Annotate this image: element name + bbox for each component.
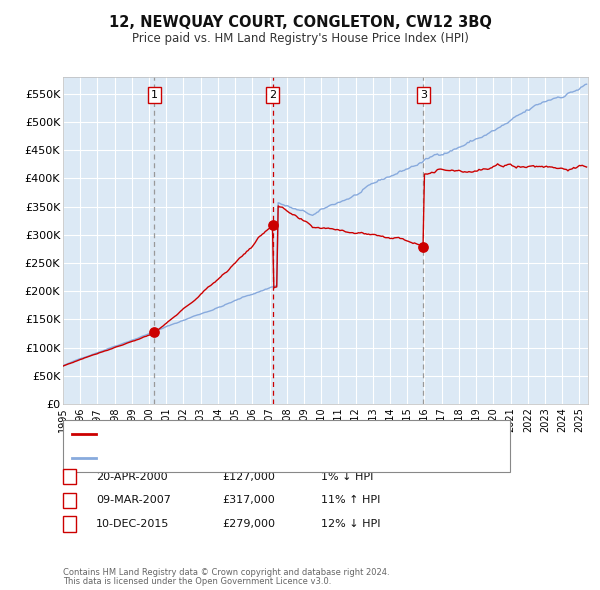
Text: Price paid vs. HM Land Registry's House Price Index (HPI): Price paid vs. HM Land Registry's House … [131, 32, 469, 45]
Text: 1% ↓ HPI: 1% ↓ HPI [321, 472, 373, 481]
Text: 3: 3 [66, 519, 73, 529]
Text: 10-DEC-2015: 10-DEC-2015 [96, 519, 169, 529]
Text: This data is licensed under the Open Government Licence v3.0.: This data is licensed under the Open Gov… [63, 578, 331, 586]
Text: 2: 2 [269, 90, 276, 100]
Text: 12, NEWQUAY COURT, CONGLETON, CW12 3BQ: 12, NEWQUAY COURT, CONGLETON, CW12 3BQ [109, 15, 491, 30]
Text: 1: 1 [151, 90, 158, 100]
Text: 2: 2 [66, 496, 73, 505]
Text: HPI: Average price, detached house, Cheshire East: HPI: Average price, detached house, Ches… [99, 453, 364, 463]
Text: 12, NEWQUAY COURT, CONGLETON, CW12 3BQ (detached house): 12, NEWQUAY COURT, CONGLETON, CW12 3BQ (… [99, 429, 441, 439]
Text: Contains HM Land Registry data © Crown copyright and database right 2024.: Contains HM Land Registry data © Crown c… [63, 568, 389, 577]
Point [149, 327, 159, 337]
Text: £317,000: £317,000 [222, 496, 275, 505]
Point [419, 242, 428, 251]
Text: £127,000: £127,000 [222, 472, 275, 481]
Text: 1: 1 [66, 472, 73, 481]
Text: 12% ↓ HPI: 12% ↓ HPI [321, 519, 380, 529]
Text: 11% ↑ HPI: 11% ↑ HPI [321, 496, 380, 505]
Text: 09-MAR-2007: 09-MAR-2007 [96, 496, 171, 505]
Text: 3: 3 [420, 90, 427, 100]
Text: £279,000: £279,000 [222, 519, 275, 529]
Text: 20-APR-2000: 20-APR-2000 [96, 472, 167, 481]
Point [268, 221, 277, 230]
